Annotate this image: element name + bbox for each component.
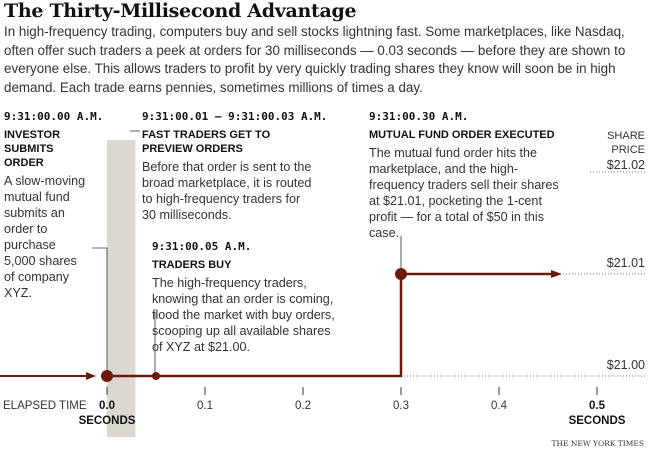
- x-axis-label: ELAPSED TIME: [3, 400, 87, 412]
- preview-window-band: [107, 140, 136, 437]
- arrowhead-icon: [551, 270, 562, 278]
- annotation-heading: FAST TRADERS GET TO PREVIEW ORDERS: [142, 129, 271, 155]
- y-axis-label: SHARE PRICE: [607, 130, 645, 156]
- annotation-heading: INVESTOR SUBMITS ORDER: [4, 129, 61, 169]
- y-tick-21-01: $21.01: [606, 256, 645, 270]
- title: The Thirty-Millisecond Advantage: [4, 0, 357, 22]
- annotation-body: The high-frequency traders, knowing that…: [152, 276, 335, 354]
- price-step-line: [107, 272, 555, 378]
- x-unit-label-end: SECONDS: [568, 415, 626, 427]
- x-tick-0-3: 0.3: [393, 400, 409, 412]
- annotation-time: 9:31:00.05 A.M.: [152, 240, 252, 253]
- data-point-traders-buy: [152, 372, 160, 380]
- data-point-order-executed: [395, 268, 407, 280]
- annotation-fast-traders: 9:31:00.01 – 9:31:00.03 A.M. FAST TRADER…: [142, 109, 332, 223]
- x-unit-label-start: SECONDS: [78, 415, 136, 427]
- data-point-order-submitted: [101, 370, 113, 382]
- x-tick-0-1: 0.1: [197, 400, 213, 412]
- leader-investor: [92, 247, 108, 370]
- annotation-body: Before that order is sent to the broad m…: [142, 160, 312, 222]
- credit: THE NEW YORK TIMES: [551, 439, 644, 448]
- x-tick-0-5: 0.5: [589, 400, 605, 412]
- annotation-time: 9:31:00.30 A.M.: [369, 110, 469, 123]
- annotation-traders-buy: 9:31:00.05 A.M. TRADERS BUY The high-fre…: [152, 239, 342, 355]
- annotation-heading: TRADERS BUY: [152, 259, 232, 271]
- arrowhead-icon: [86, 372, 96, 380]
- x-tick-0-2: 0.2: [295, 400, 311, 412]
- annotation-investor-submits: 9:31:00.00 A.M. INVESTOR SUBMITS ORDER A…: [4, 109, 104, 301]
- x-tick-0-4: 0.4: [491, 400, 507, 412]
- x-tick-0: 0.0: [99, 400, 115, 412]
- y-tick-21-02: $21.02: [606, 158, 645, 172]
- annotation-body: A slow-moving mutual fund submits an ord…: [4, 174, 86, 300]
- annotation-time: 9:31:00.00 A.M.: [4, 110, 104, 123]
- annotation-heading: MUTUAL FUND ORDER EXECUTED: [369, 129, 555, 141]
- annotation-order-executed: 9:31:00.30 A.M. MUTUAL FUND ORDER EXECUT…: [369, 109, 569, 241]
- intro-text: In high-frequency trading, computers buy…: [4, 24, 626, 95]
- y-tick-21-00: $21.00: [606, 358, 645, 372]
- annotation-body: The mutual fund order hits the marketpla…: [369, 146, 559, 240]
- annotation-time: 9:31:00.01 – 9:31:00.03 A.M.: [142, 110, 328, 123]
